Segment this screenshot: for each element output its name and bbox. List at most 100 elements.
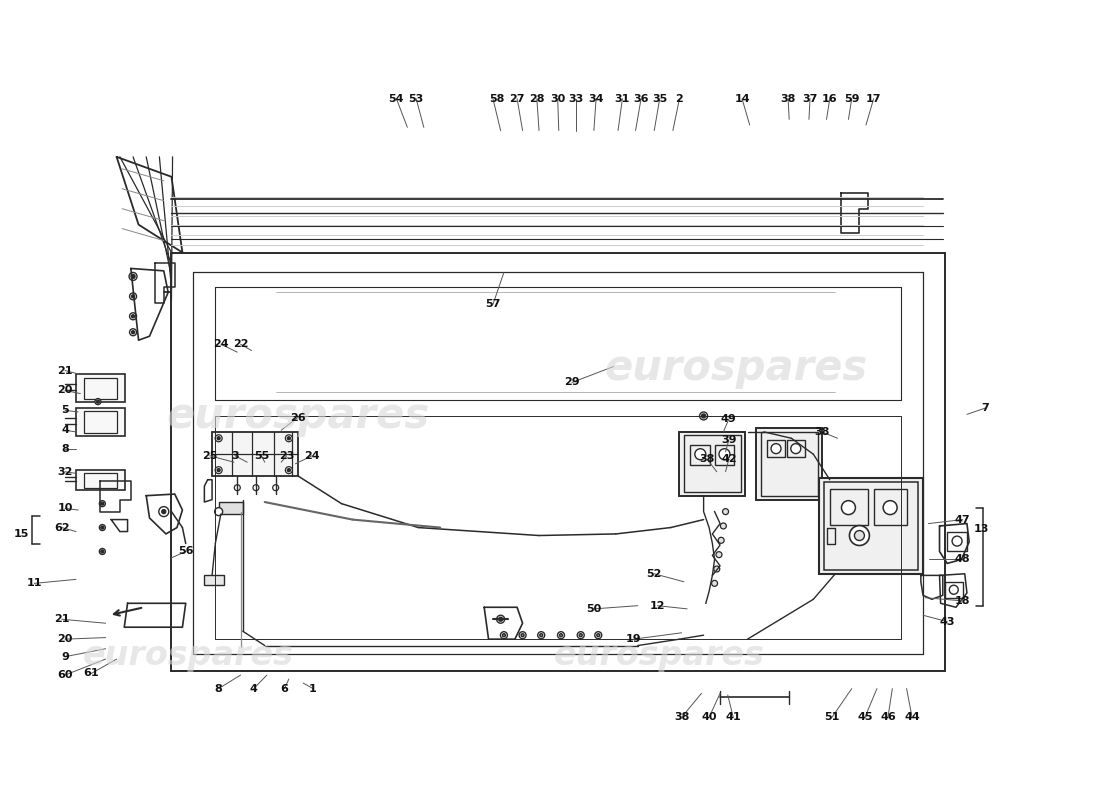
Circle shape — [849, 526, 869, 546]
Circle shape — [719, 449, 730, 460]
Bar — [767, 440, 784, 458]
Circle shape — [949, 586, 958, 594]
Circle shape — [700, 412, 707, 420]
Text: 3: 3 — [231, 451, 239, 461]
Text: 18: 18 — [955, 596, 970, 606]
Text: 4: 4 — [62, 426, 69, 435]
Circle shape — [595, 632, 602, 638]
Bar — [786, 440, 804, 458]
Text: 13: 13 — [974, 524, 989, 534]
Text: 59: 59 — [844, 94, 859, 104]
Text: 17: 17 — [866, 94, 881, 104]
Text: 44: 44 — [904, 712, 920, 722]
Text: 24: 24 — [304, 451, 320, 461]
Text: 49: 49 — [720, 414, 737, 424]
Circle shape — [791, 444, 801, 454]
Circle shape — [498, 618, 503, 622]
Circle shape — [99, 501, 106, 506]
Text: 51: 51 — [824, 712, 839, 722]
Text: 8: 8 — [62, 445, 69, 454]
Text: 11: 11 — [26, 578, 42, 588]
Text: 25: 25 — [202, 451, 218, 461]
Circle shape — [162, 510, 166, 514]
Text: eurospares: eurospares — [605, 347, 868, 389]
Text: 20: 20 — [57, 386, 73, 395]
Bar — [945, 582, 962, 598]
Text: 23: 23 — [279, 451, 295, 461]
Bar — [76, 470, 125, 490]
Text: 33: 33 — [569, 94, 584, 104]
Text: eurospares: eurospares — [82, 638, 294, 672]
Circle shape — [285, 434, 293, 442]
Text: 36: 36 — [634, 94, 649, 104]
Circle shape — [130, 313, 136, 320]
Text: 38: 38 — [700, 454, 715, 464]
Text: 1: 1 — [309, 683, 317, 694]
Text: 42: 42 — [720, 454, 737, 464]
Text: 6: 6 — [280, 683, 288, 694]
Text: 56: 56 — [178, 546, 194, 557]
Text: 32: 32 — [57, 466, 73, 477]
Text: 10: 10 — [57, 503, 73, 514]
Circle shape — [132, 314, 134, 318]
Text: 26: 26 — [289, 413, 306, 422]
Text: 14: 14 — [734, 94, 750, 104]
Circle shape — [214, 508, 222, 515]
Circle shape — [130, 329, 136, 336]
Circle shape — [580, 634, 582, 637]
Text: 8: 8 — [214, 683, 222, 694]
Circle shape — [842, 501, 856, 514]
Circle shape — [97, 400, 99, 403]
Circle shape — [287, 469, 290, 472]
Circle shape — [695, 449, 706, 460]
Circle shape — [217, 469, 220, 472]
Text: 16: 16 — [822, 94, 837, 104]
Text: 45: 45 — [857, 712, 872, 722]
Text: 15: 15 — [13, 529, 29, 539]
Bar — [76, 374, 125, 402]
Text: 43: 43 — [939, 617, 955, 626]
Circle shape — [101, 550, 103, 553]
Text: 2: 2 — [675, 94, 683, 104]
Text: 30: 30 — [550, 94, 565, 104]
Circle shape — [216, 466, 222, 474]
Circle shape — [953, 536, 962, 546]
Text: 40: 40 — [702, 712, 717, 722]
Text: 5: 5 — [62, 406, 69, 415]
Circle shape — [597, 634, 600, 637]
Text: 38: 38 — [674, 712, 690, 722]
Circle shape — [519, 632, 526, 638]
Bar — [947, 531, 967, 551]
Circle shape — [560, 634, 562, 637]
Bar — [829, 490, 868, 525]
Text: 62: 62 — [54, 522, 69, 533]
Text: 31: 31 — [615, 94, 630, 104]
Text: 28: 28 — [529, 94, 544, 104]
Bar — [691, 445, 711, 465]
Text: 9: 9 — [62, 652, 69, 662]
Circle shape — [716, 552, 722, 558]
Circle shape — [714, 566, 719, 572]
Circle shape — [217, 437, 220, 440]
Bar — [824, 482, 917, 570]
Text: 7: 7 — [981, 403, 990, 413]
Text: 60: 60 — [57, 670, 73, 680]
Text: 53: 53 — [408, 94, 424, 104]
Circle shape — [503, 634, 505, 637]
Text: 48: 48 — [955, 554, 970, 565]
Text: 38: 38 — [814, 427, 829, 437]
Text: 39: 39 — [722, 435, 737, 445]
Text: 37: 37 — [802, 94, 817, 104]
Text: 21: 21 — [57, 366, 73, 375]
Text: 50: 50 — [586, 604, 602, 614]
Circle shape — [273, 485, 278, 490]
Text: eurospares: eurospares — [554, 638, 766, 672]
Bar — [84, 473, 117, 488]
Circle shape — [883, 501, 898, 514]
Text: 54: 54 — [388, 94, 404, 104]
Bar — [84, 378, 117, 399]
Bar — [715, 445, 735, 465]
Text: 20: 20 — [57, 634, 73, 644]
Circle shape — [578, 632, 584, 638]
Circle shape — [723, 509, 728, 514]
